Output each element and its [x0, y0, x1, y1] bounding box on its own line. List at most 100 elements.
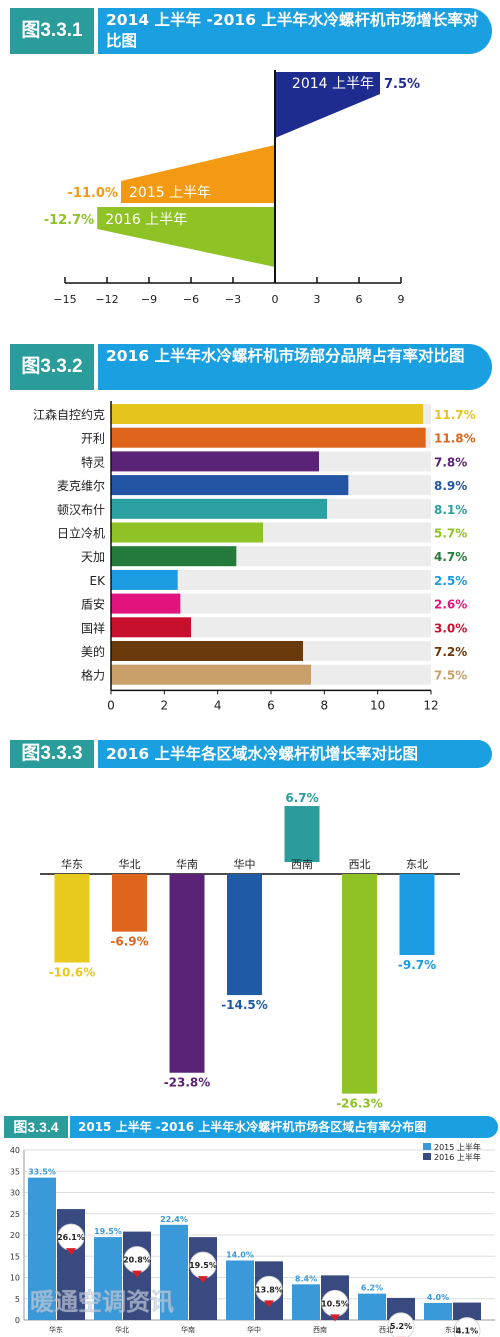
data-label: -11.0%	[68, 186, 119, 201]
x-tick-label: 0	[107, 698, 115, 712]
share-bar	[111, 522, 263, 543]
bar-2015	[28, 1177, 56, 1320]
watermark: 暖通空调资讯	[30, 1288, 174, 1316]
growth-bar	[169, 874, 205, 1073]
bubble-pointer	[198, 1276, 208, 1284]
x-tick-label: 8	[321, 698, 329, 712]
y-tick-label: 10	[10, 1274, 20, 1283]
figure-title: 2016 上半年水冷螺杆机市场部分品牌占有率对比图	[98, 344, 492, 390]
y-tick-label: 30	[10, 1189, 20, 1198]
bar-2015	[226, 1260, 254, 1320]
category-label: 华北	[115, 1325, 129, 1334]
legend-swatch	[423, 1153, 431, 1160]
data-label: -14.5%	[221, 998, 268, 1012]
y-tick-label: 5	[15, 1295, 20, 1304]
category-label: 盾安	[81, 597, 105, 612]
figure-title: 2016 上半年各区域水冷螺杆机增长率对比图	[98, 740, 492, 768]
share-bar	[111, 451, 319, 472]
share-bar	[111, 617, 191, 638]
data-label: 2.5%	[434, 574, 467, 588]
bubble-pointer	[330, 1314, 340, 1322]
y-tick-label: 20	[10, 1231, 20, 1240]
growth-bar	[284, 806, 320, 862]
bar-track	[111, 593, 431, 614]
x-tick-label: −3	[225, 293, 241, 306]
series-label: 2016 上半年	[105, 212, 187, 228]
x-tick-label: 9	[398, 293, 405, 306]
category-label: 顿汉布什	[57, 503, 105, 517]
bar-2015	[358, 1293, 386, 1320]
data-bubble	[453, 1317, 481, 1337]
figure-3-3-2: 图3.3.2 2016 上半年水冷螺杆机市场部分品牌占有率对比图 江森自控约克 1…	[0, 330, 500, 730]
data-label-2016: 19.5%	[189, 1261, 217, 1270]
growth-bar	[227, 874, 262, 996]
data-label-2015: 6.2%	[361, 1284, 383, 1293]
growth-bar	[342, 874, 377, 1094]
y-tick-label: 40	[10, 1146, 20, 1155]
data-label-2015: 19.5%	[94, 1227, 122, 1236]
growth-bar	[275, 72, 380, 138]
category-label: 西南	[291, 858, 313, 871]
data-label: 4.7%	[434, 550, 467, 564]
x-tick-label: 2	[161, 698, 169, 712]
share-bar	[111, 404, 423, 424]
y-tick-label: 15	[10, 1252, 20, 1261]
share-bar	[111, 546, 237, 567]
category-label: 华东	[61, 857, 83, 871]
category-label: 华中	[247, 1325, 261, 1334]
figure-header: 图3.3.1 2014 上半年 -2016 上半年水冷螺杆机市场增长率对比图	[10, 8, 492, 54]
category-label: 美的	[81, 644, 105, 659]
data-label: 11.7%	[434, 408, 476, 422]
figure-number: 图3.3.4	[4, 1116, 68, 1138]
bubble-pointer	[264, 1300, 274, 1308]
category-label: 西北	[379, 1326, 393, 1334]
legend-label: 2015 上半年	[434, 1142, 481, 1152]
x-tick-label: −15	[53, 293, 76, 306]
growth-bar	[399, 874, 435, 955]
data-label-2015: 14.0%	[226, 1251, 254, 1260]
category-label: 开利	[81, 432, 105, 446]
data-label: 2.6%	[434, 598, 467, 612]
bar-2015	[94, 1237, 122, 1320]
category-label: 特灵	[81, 454, 105, 469]
share-bar	[111, 664, 311, 685]
growth-bar	[112, 874, 147, 932]
category-label: EK	[90, 574, 107, 588]
share-bar	[111, 475, 349, 496]
legend-label: 2016 上半年	[434, 1152, 481, 1162]
bar-track	[111, 569, 431, 590]
data-label: -12.7%	[44, 213, 95, 228]
data-label: 5.7%	[434, 527, 467, 541]
share-bar	[111, 427, 426, 448]
x-tick-label: −9	[141, 293, 157, 306]
bubble-pointer	[66, 1248, 76, 1256]
data-bubble	[387, 1312, 415, 1337]
share-bar	[111, 569, 178, 590]
category-label: 日立冷机	[57, 526, 105, 541]
data-label-2016: 5.2%	[390, 1322, 412, 1331]
region-growth-chart: -10.6% 华东 -6.9% 华北 -23.8% 华南 -14.5% 华中 6.7% 西南 -26…	[40, 791, 460, 1110]
category-label: 天加	[81, 550, 105, 564]
x-tick-label: 3	[314, 293, 321, 306]
figure-number: 图3.3.3	[10, 740, 94, 768]
category-label: 国祥	[81, 621, 105, 635]
data-label: 7.5%	[434, 669, 467, 683]
data-label: -23.8%	[164, 1076, 211, 1090]
data-label-2015: 8.4%	[295, 1274, 317, 1283]
growth-rate-chart: 2014 上半年 7.5% 2015 上半年 -11.0% 2016 上半年 -12.7%…	[44, 70, 420, 306]
figure-header: 图3.3.3 2016 上半年各区域水冷螺杆机增长率对比图	[10, 740, 492, 768]
growth-bar	[54, 874, 90, 963]
figure-number: 图3.3.1	[10, 8, 94, 54]
bar-2016	[453, 1302, 481, 1320]
x-tick-label: 10	[370, 698, 385, 712]
legend-swatch	[423, 1143, 431, 1150]
figure-title: 2015 上半年 -2016 上半年水冷螺杆机市场各区域占有率分布图	[70, 1116, 498, 1138]
brand-share-chart: 江森自控约克 11.7% 开利 11.8% 特灵 7.8% 麦克维尔 8.9% 顿汉布什 8.1%…	[33, 401, 476, 712]
data-label: 6.7%	[285, 791, 318, 805]
data-label-2016: 4.1%	[456, 1327, 478, 1336]
series-label: 2015 上半年	[129, 185, 211, 201]
data-label-2016: 26.1%	[57, 1233, 85, 1242]
data-label-2015: 33.5%	[28, 1168, 56, 1177]
bar-2015	[424, 1303, 452, 1320]
data-label-2016: 20.8%	[123, 1256, 151, 1265]
